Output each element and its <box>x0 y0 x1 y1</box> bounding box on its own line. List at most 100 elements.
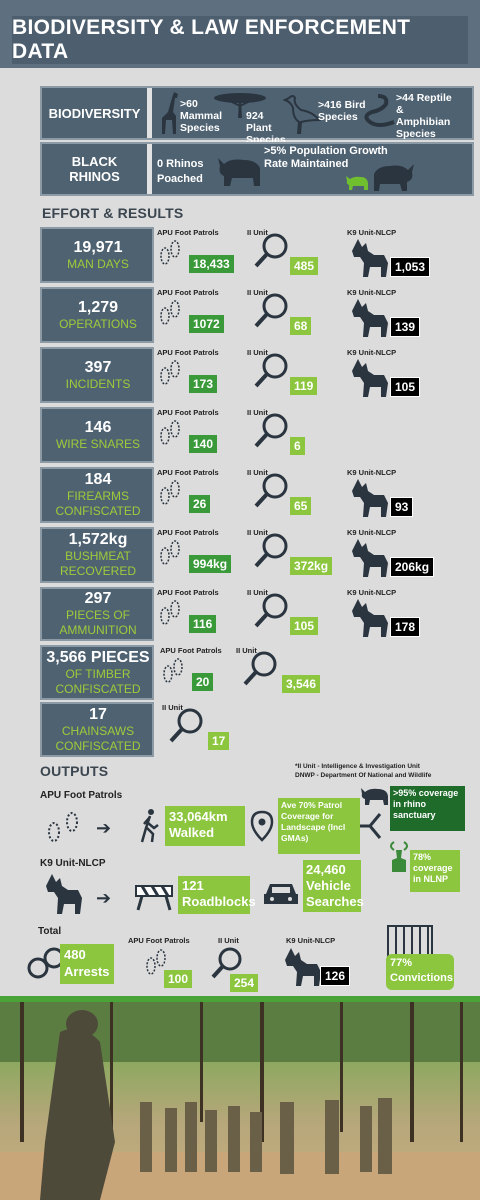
walked-chip: 33,064km Walked <box>165 806 245 846</box>
rhinos-poached-text: 0 Rhinos Poached <box>157 158 204 185</box>
row-label-line1: OF TIMBER <box>65 666 131 681</box>
apu-value: 173 <box>189 375 218 393</box>
dog-icon <box>352 239 388 277</box>
row-label-line2: CONFISCATED <box>55 738 141 753</box>
k9-header: K9 Unit-NLCP <box>347 348 397 357</box>
ii-header: II Unit <box>236 646 257 655</box>
magnifier-icon <box>254 593 288 628</box>
effort-row-label-box <box>40 527 154 583</box>
ii-header: II Unit <box>247 468 268 477</box>
footprints-icon <box>48 812 78 842</box>
row-total: 1,279 <box>77 298 119 316</box>
totals-apu-label: APU Foot Patrols <box>128 936 190 945</box>
magnifier-icon <box>254 413 288 448</box>
vehicle-label1: Vehicle <box>306 878 351 893</box>
effort-row-label: 19,971 MAN DAYS <box>43 227 153 283</box>
totals-ii-value: 254 <box>230 974 259 992</box>
k9-value: 206kg <box>390 557 435 577</box>
reptiles-text: >44 Reptile & Amphibian Species <box>396 92 452 140</box>
effort-row-label: 17 CHAINSAWS CONFISCATED <box>43 702 153 757</box>
roadblocks-chip: 121 Roadblocks <box>178 876 256 914</box>
outputs-apu-label: APU Foot Patrols <box>40 790 123 801</box>
magnifier-icon <box>254 533 288 568</box>
arrests-value: 480 <box>64 947 86 962</box>
k9-value: 93 <box>390 497 414 517</box>
ii-value: 119 <box>290 377 318 395</box>
apu-header: APU Foot Patrols <box>157 588 219 597</box>
dog-icon <box>352 299 388 337</box>
effort-heading: EFFORT & RESULTS <box>42 205 184 221</box>
k9-header: K9 Unit-NLCP <box>347 468 397 477</box>
ii-value: 68 <box>290 317 312 335</box>
ii-value: 17 <box>208 732 230 750</box>
row-label-line1: OPERATIONS <box>59 316 137 331</box>
rhino-coverage-chip: >95% coverage in rhino sanctuary <box>390 786 465 831</box>
biodiversity-label: BIODIVERSITY <box>48 105 141 121</box>
row-label-line2: CONFISCATED <box>55 681 141 696</box>
location-pin-icon <box>250 810 274 842</box>
effort-row-label: 1,279 OPERATIONS <box>43 287 153 343</box>
apu-header: APU Foot Patrols <box>157 528 219 537</box>
walking-person-icon <box>140 809 159 843</box>
magnifier-icon <box>254 353 288 388</box>
coverage-chip: Ave 70% Patrol Coverage for Landscape (I… <box>278 798 360 854</box>
k9-header: K9 Unit-NLCP <box>347 528 397 537</box>
row-total: 17 <box>89 705 107 723</box>
k9-value: 139 <box>390 317 421 337</box>
apu-header: APU Foot Patrols <box>157 348 219 357</box>
row-total: 19,971 <box>73 238 123 256</box>
rhinos-label-box: BLACK RHINOS <box>42 144 147 194</box>
row-label-line1: INCIDENTS <box>65 376 131 391</box>
row-label-line2: CONFISCATED <box>55 504 141 518</box>
magnifier-icon <box>254 233 288 268</box>
dog-icon <box>352 599 388 637</box>
mammals-text: >60 Mammal Species <box>180 98 223 134</box>
effort-row-label: 146 WIRE SNARES <box>43 407 153 463</box>
footprints-icon-2 <box>146 949 166 975</box>
footprints-icon <box>160 420 180 445</box>
totals-k9-label: K9 Unit-NLCP <box>286 936 336 945</box>
outputs-heading: OUTPUTS <box>40 763 109 779</box>
ii-value: 372kg <box>290 557 333 575</box>
row-total: 1,572kg <box>68 531 128 548</box>
ii-header: II Unit <box>247 288 268 297</box>
k9-header: K9 Unit-NLCP <box>347 588 397 597</box>
ii-value: 6 <box>290 437 305 455</box>
apu-value: 994kg <box>189 555 232 573</box>
rhinos-label-line1: BLACK <box>71 154 118 169</box>
apu-value: 18,433 <box>189 255 234 273</box>
apu-header: APU Foot Patrols <box>157 228 219 237</box>
totals-apu-value: 100 <box>164 970 193 988</box>
footprints-icon <box>160 300 180 325</box>
ii-header: II Unit <box>247 528 268 537</box>
convictions-chip: 77% Convictions <box>386 954 454 990</box>
roadblocks-label: Roadblocks <box>182 894 256 909</box>
ii-value: 3,546 <box>282 675 321 693</box>
row-label-line1: WIRE SNARES <box>55 436 140 451</box>
effort-row-label: 1,572kg BUSHMEAT RECOVERED <box>43 527 153 583</box>
walked-value: 33,064km <box>169 809 228 824</box>
apu-header: APU Foot Patrols <box>157 468 219 477</box>
magnifier-icon <box>169 708 203 743</box>
arrow-icon: ➔ <box>96 818 112 838</box>
apu-header: APU Foot Patrols <box>157 288 219 297</box>
car-icon <box>264 884 298 904</box>
roadblock-icon <box>135 885 173 911</box>
effort-row-label: 297 PIECES OF AMMUNITION <box>43 587 153 641</box>
row-total: 297 <box>84 590 112 607</box>
rhinos-label-line2: RHINOS <box>69 169 120 184</box>
effort-row-label-box <box>40 227 154 283</box>
ii-header: II Unit <box>247 588 268 597</box>
effort-row-label-box <box>40 645 154 700</box>
giraffe-icon <box>162 92 178 134</box>
rhino-icon-2 <box>374 164 414 191</box>
rhinos-growth-text: >5% Population Growth Rate Maintained <box>264 145 388 170</box>
footprints-icon <box>160 360 180 385</box>
effort-row-label-box <box>40 702 154 757</box>
note-ii: *II Unit - Intelligence & Investigation … <box>295 763 420 770</box>
k9-header: K9 Unit-NLCP <box>347 228 397 237</box>
apu-value: 20 <box>192 673 214 691</box>
k9-value: 1,053 <box>390 257 431 277</box>
apu-value: 1072 <box>189 315 224 333</box>
row-label-line2: RECOVERED <box>59 564 136 578</box>
